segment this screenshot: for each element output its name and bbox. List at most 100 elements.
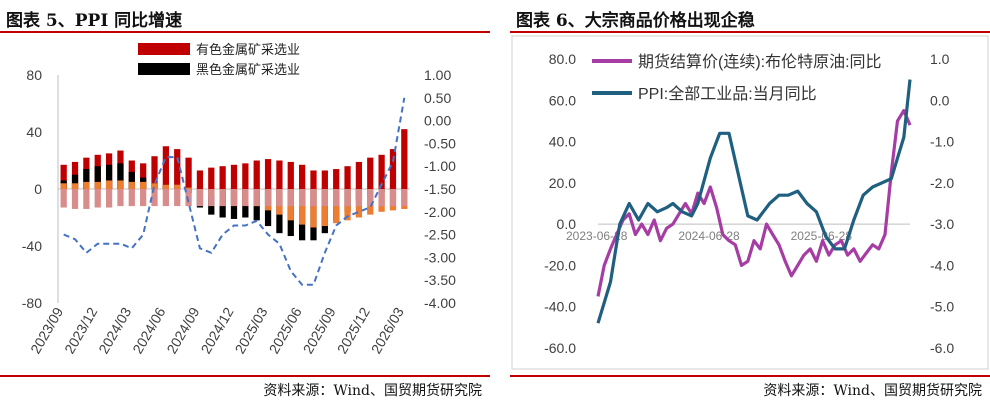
y-tick-label-right: -0.50 (424, 135, 456, 151)
y-tick-label-left: 40 (26, 124, 42, 140)
y-tick-label-right: -6.0 (930, 340, 954, 356)
y-tick-label-right: -3.0 (930, 216, 954, 232)
bar (83, 189, 90, 209)
ppi-chart: 80 40 0 -40 -80 1.00 0.50 0.00 -0.50 -1.00 -1.50 -2… (22, 42, 456, 356)
bar (310, 189, 317, 228)
bar (287, 189, 294, 207)
x-tick-label: 2025-06-28 (791, 229, 853, 243)
y-tick-label-left: -20.0 (544, 257, 576, 273)
bar (60, 183, 67, 189)
chart-title: 图表 6、大宗商品价格出现企稳 (516, 11, 755, 31)
bar (299, 164, 306, 189)
x-tick-label: 2026/03 (368, 304, 407, 356)
bar (185, 187, 192, 189)
bar (230, 164, 238, 189)
y-tick-label-right: -5.0 (930, 299, 954, 315)
bar (344, 189, 351, 207)
legend-label: 黑色金属矿采选业 (196, 62, 300, 77)
y-tick-label-left: 80 (26, 67, 42, 83)
y-tick-label-left: 60.0 (549, 92, 576, 108)
y-tick-label-left: 20.0 (549, 175, 576, 191)
y-tick-label-left: -40 (22, 238, 42, 254)
bar (71, 174, 79, 189)
bar (162, 146, 169, 189)
bar (128, 189, 135, 207)
y-tick-label-left: 80.0 (549, 51, 576, 67)
bar (242, 163, 249, 189)
bar (321, 170, 328, 189)
bar (174, 189, 181, 207)
bar (162, 184, 169, 189)
bar (355, 189, 363, 207)
bar (355, 161, 363, 189)
bar (276, 189, 283, 207)
legend-label: 有色金属矿采选业 (196, 42, 300, 57)
bar (196, 170, 204, 189)
source-note: 资料来源：Wind、国贸期货研究院 (263, 383, 482, 399)
title-rule (0, 31, 490, 33)
bar (321, 189, 328, 227)
y-tick-label-right: -4.00 (424, 295, 456, 311)
commodity-chart: 80.0 60.0 40.0 20.0 0.0 -20.0 -40.0 -60.0 1.0 0.0… (511, 35, 989, 370)
title-rule (510, 31, 990, 33)
y-tick-label-left: 40.0 (549, 134, 576, 150)
bar (71, 183, 79, 189)
bar (389, 189, 397, 207)
bar (287, 161, 294, 189)
x-tick-label: 2024-06-28 (678, 229, 740, 243)
y-tick-label-right: -4.0 (930, 257, 954, 273)
bar (310, 189, 317, 207)
bar (151, 183, 158, 189)
bar (162, 189, 169, 207)
y-tick-label-right: 0.0 (930, 92, 950, 108)
bar (378, 189, 385, 207)
bar (140, 189, 147, 207)
y-tick-label-right: -2.0 (930, 175, 954, 191)
bar (140, 163, 147, 189)
bar (60, 189, 67, 208)
bar (378, 154, 385, 189)
bar (105, 189, 113, 208)
y-tick-label-right: -2.50 (424, 227, 456, 243)
legend-label: PPI:全部工业品:当月同比 (638, 85, 817, 103)
bar (344, 166, 351, 189)
legend-swatch (138, 63, 190, 75)
bar (321, 189, 328, 207)
y-tick-label-right: 0.50 (424, 90, 451, 106)
bar (117, 180, 124, 189)
bar (128, 171, 135, 189)
footer-rule (0, 375, 490, 377)
bar (310, 170, 317, 189)
y-tick-label-right: -3.00 (424, 249, 456, 265)
bar (367, 157, 374, 189)
bar (264, 159, 272, 189)
bar (71, 189, 79, 209)
bar (174, 184, 181, 189)
legend-label: 期货结算价(连续):布伦特原油:同比 (638, 52, 882, 71)
bar (333, 189, 340, 207)
y-tick-label-right: -1.0 (930, 134, 954, 150)
y-tick-label-left: -80 (22, 295, 42, 311)
bar (196, 189, 204, 207)
bar (128, 181, 135, 189)
bar (264, 189, 272, 207)
series-line-1 (596, 109, 912, 297)
bar (185, 157, 192, 189)
bar (140, 181, 147, 189)
bar (389, 149, 397, 189)
bar (174, 149, 181, 189)
bar (401, 189, 408, 207)
bar (242, 189, 249, 207)
y-tick-label-right: -3.50 (424, 272, 456, 288)
bar (219, 189, 226, 207)
bar (151, 156, 158, 189)
plot-frame (511, 35, 989, 370)
bar (105, 180, 113, 189)
bar (230, 189, 238, 207)
bar (208, 189, 215, 207)
bar (83, 181, 90, 189)
y-tick-label-right: 1.00 (424, 67, 451, 83)
bar (208, 167, 215, 189)
bar (299, 189, 306, 207)
bar (151, 189, 158, 207)
